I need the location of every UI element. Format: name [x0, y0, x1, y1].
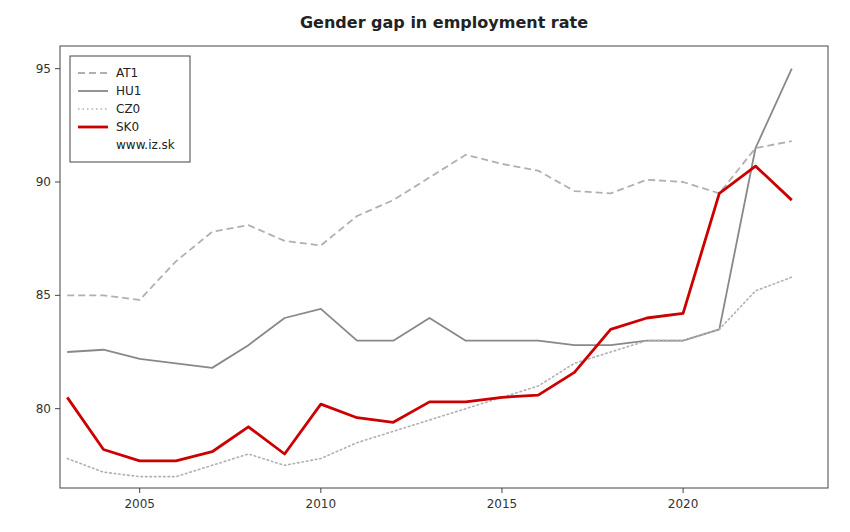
y-tick-label: 95 [36, 62, 51, 76]
x-tick-label: 2005 [124, 497, 155, 511]
y-tick [55, 68, 60, 69]
legend-label: HU1 [116, 84, 141, 98]
legend-label: SK0 [116, 120, 139, 134]
legend-swatch [78, 126, 108, 129]
legend-label: AT1 [116, 66, 138, 80]
title: Gender gap in employment rate [300, 13, 588, 32]
legend: AT1 HU1 CZ0 SK0 www.iz.sk [70, 56, 190, 162]
legend-box [70, 56, 190, 162]
y-tick [55, 295, 60, 296]
y-tick-label: 85 [36, 288, 51, 302]
x-tick-label: 2020 [668, 497, 699, 511]
x-tick [139, 488, 140, 493]
x-tick [501, 488, 502, 493]
series-line [67, 166, 792, 461]
legend-swatch [78, 72, 108, 74]
x-tick-label: 2010 [306, 497, 337, 511]
legend-swatch [78, 108, 108, 110]
annotation: www.iz.sk [116, 138, 175, 152]
x-tick [320, 488, 321, 493]
x-tick [683, 488, 684, 493]
y-tick [55, 408, 60, 409]
legend-swatch [78, 90, 108, 92]
y-tick-label: 90 [36, 175, 51, 189]
series-line [67, 141, 792, 300]
chart: Gender gap in employment rate 2005 2010 201… [0, 0, 850, 532]
y-tick [55, 182, 60, 183]
y-tick-label: 80 [36, 402, 51, 416]
x-tick-label: 2015 [487, 497, 518, 511]
series-line [67, 277, 792, 476]
plot-frame [60, 46, 828, 488]
legend-label: CZ0 [116, 102, 140, 116]
